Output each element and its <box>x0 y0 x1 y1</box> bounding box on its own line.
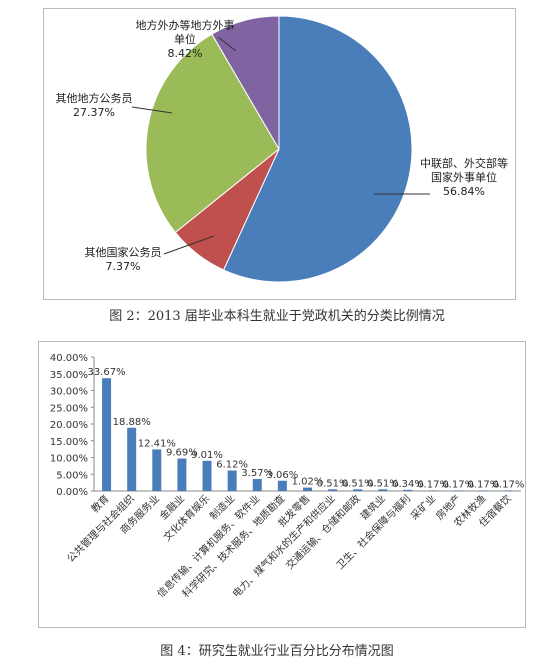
bar-2 <box>152 449 162 491</box>
x-category-label-13: 采矿业 <box>408 492 438 522</box>
bar-data-label-13: 0.17% <box>417 479 449 490</box>
bar-10 <box>353 489 363 491</box>
pie-label-1: 其他国家公务员 7.37% <box>73 246 173 274</box>
x-category-label-0: 教育 <box>88 492 111 515</box>
pie-label-2: 其他地方公务员 27.37% <box>44 92 144 120</box>
bar-data-label-15: 0.17% <box>467 479 499 490</box>
bar-data-label-9: 0.51% <box>317 478 349 489</box>
pie-label-1-name: 其他国家公务员 <box>84 246 162 259</box>
bar-data-label-10: 0.51% <box>342 478 374 489</box>
y-tick-label: 0.00% <box>56 487 88 498</box>
pie-label-0: 中联部、外交部等国家外事单位 56.84% <box>416 157 512 199</box>
bar-9 <box>328 489 338 491</box>
bar-6 <box>252 479 262 491</box>
pie-label-3: 地方外办等地方外事单位 8.42% <box>135 19 235 61</box>
bar-data-label-16: 0.17% <box>493 479 525 490</box>
y-tick-label: 35.00% <box>50 370 88 381</box>
bar-1 <box>127 427 137 491</box>
y-tick-label: 5.00% <box>56 470 88 481</box>
pie-label-2-name: 其他地方公务员 <box>55 92 133 105</box>
pie-label-3-value: 8.42% <box>167 47 203 60</box>
bar-16 <box>503 490 513 492</box>
bar-data-label-0: 33.67% <box>87 367 125 378</box>
pie-label-0-value: 56.84% <box>443 185 485 198</box>
pie-chart-panel: 中联部、外交部等国家外事单位 56.84% 其他国家公务员 7.37% 其他地方… <box>43 8 516 300</box>
bar-data-label-14: 0.17% <box>442 479 474 490</box>
bar-data-label-5: 6.12% <box>216 460 248 471</box>
pie-leader-line-1 <box>163 235 215 255</box>
bar-12 <box>403 489 413 491</box>
bar-15 <box>478 490 488 492</box>
pie-chart <box>131 15 430 283</box>
pie-label-2-value: 27.37% <box>73 106 115 119</box>
pie-label-0-name: 中联部、外交部等国家外事单位 <box>420 157 508 184</box>
pie-slice-2 <box>145 33 280 234</box>
pie-label-1-value: 7.37% <box>105 260 141 273</box>
bar-data-label-11: 0.51% <box>367 478 399 489</box>
pie-leader-line-3 <box>217 36 237 52</box>
bar-5 <box>227 470 237 491</box>
y-tick-label: 10.00% <box>50 454 88 465</box>
bar-7 <box>277 480 287 491</box>
bar-13 <box>428 490 438 492</box>
y-tick-label: 15.00% <box>50 437 88 448</box>
pie-slice-3 <box>211 15 280 151</box>
bar-data-label-4: 9.01% <box>191 450 223 461</box>
bar-0 <box>102 378 112 491</box>
bar-chart: 0.00% 5.00% 10.00% 15.00% 20.00% 25.00% 30.00%… <box>50 353 525 600</box>
bar-chart-caption: 图 4：研究生就业行业百分比分布情况图 <box>160 644 394 659</box>
pie-chart-caption: 图 2：2013 届毕业本科生就业于党政机关的分类比例情况 <box>109 309 445 324</box>
bar-data-label-3: 9.69% <box>166 448 198 459</box>
bar-chart-panel: 0.00% 5.00% 10.00% 15.00% 20.00% 25.00% 30.00%… <box>38 341 526 628</box>
pie-leader-line-2 <box>131 106 173 114</box>
bar-data-label-12: 0.34% <box>392 479 424 490</box>
bar-8 <box>303 487 312 491</box>
bar-data-label-6: 3.57% <box>241 468 273 479</box>
bar-14 <box>453 490 463 492</box>
bar-3 <box>177 458 187 491</box>
pie-slice-0 <box>222 15 413 283</box>
y-tick-label: 40.00% <box>50 353 88 364</box>
bar-data-label-2: 12.41% <box>138 438 176 449</box>
bar-data-label-8: 1.02% <box>292 477 324 488</box>
bar-data-label-7: 3.06% <box>266 470 298 481</box>
bar-data-label-1: 18.88% <box>113 417 151 428</box>
y-tick-label: 25.00% <box>50 403 88 414</box>
bar-11 <box>378 489 388 491</box>
y-tick-label: 20.00% <box>50 420 88 431</box>
pie-label-3-name: 地方外办等地方外事单位 <box>135 19 235 46</box>
bar-4 <box>202 460 212 491</box>
y-tick-label: 30.00% <box>50 387 88 398</box>
